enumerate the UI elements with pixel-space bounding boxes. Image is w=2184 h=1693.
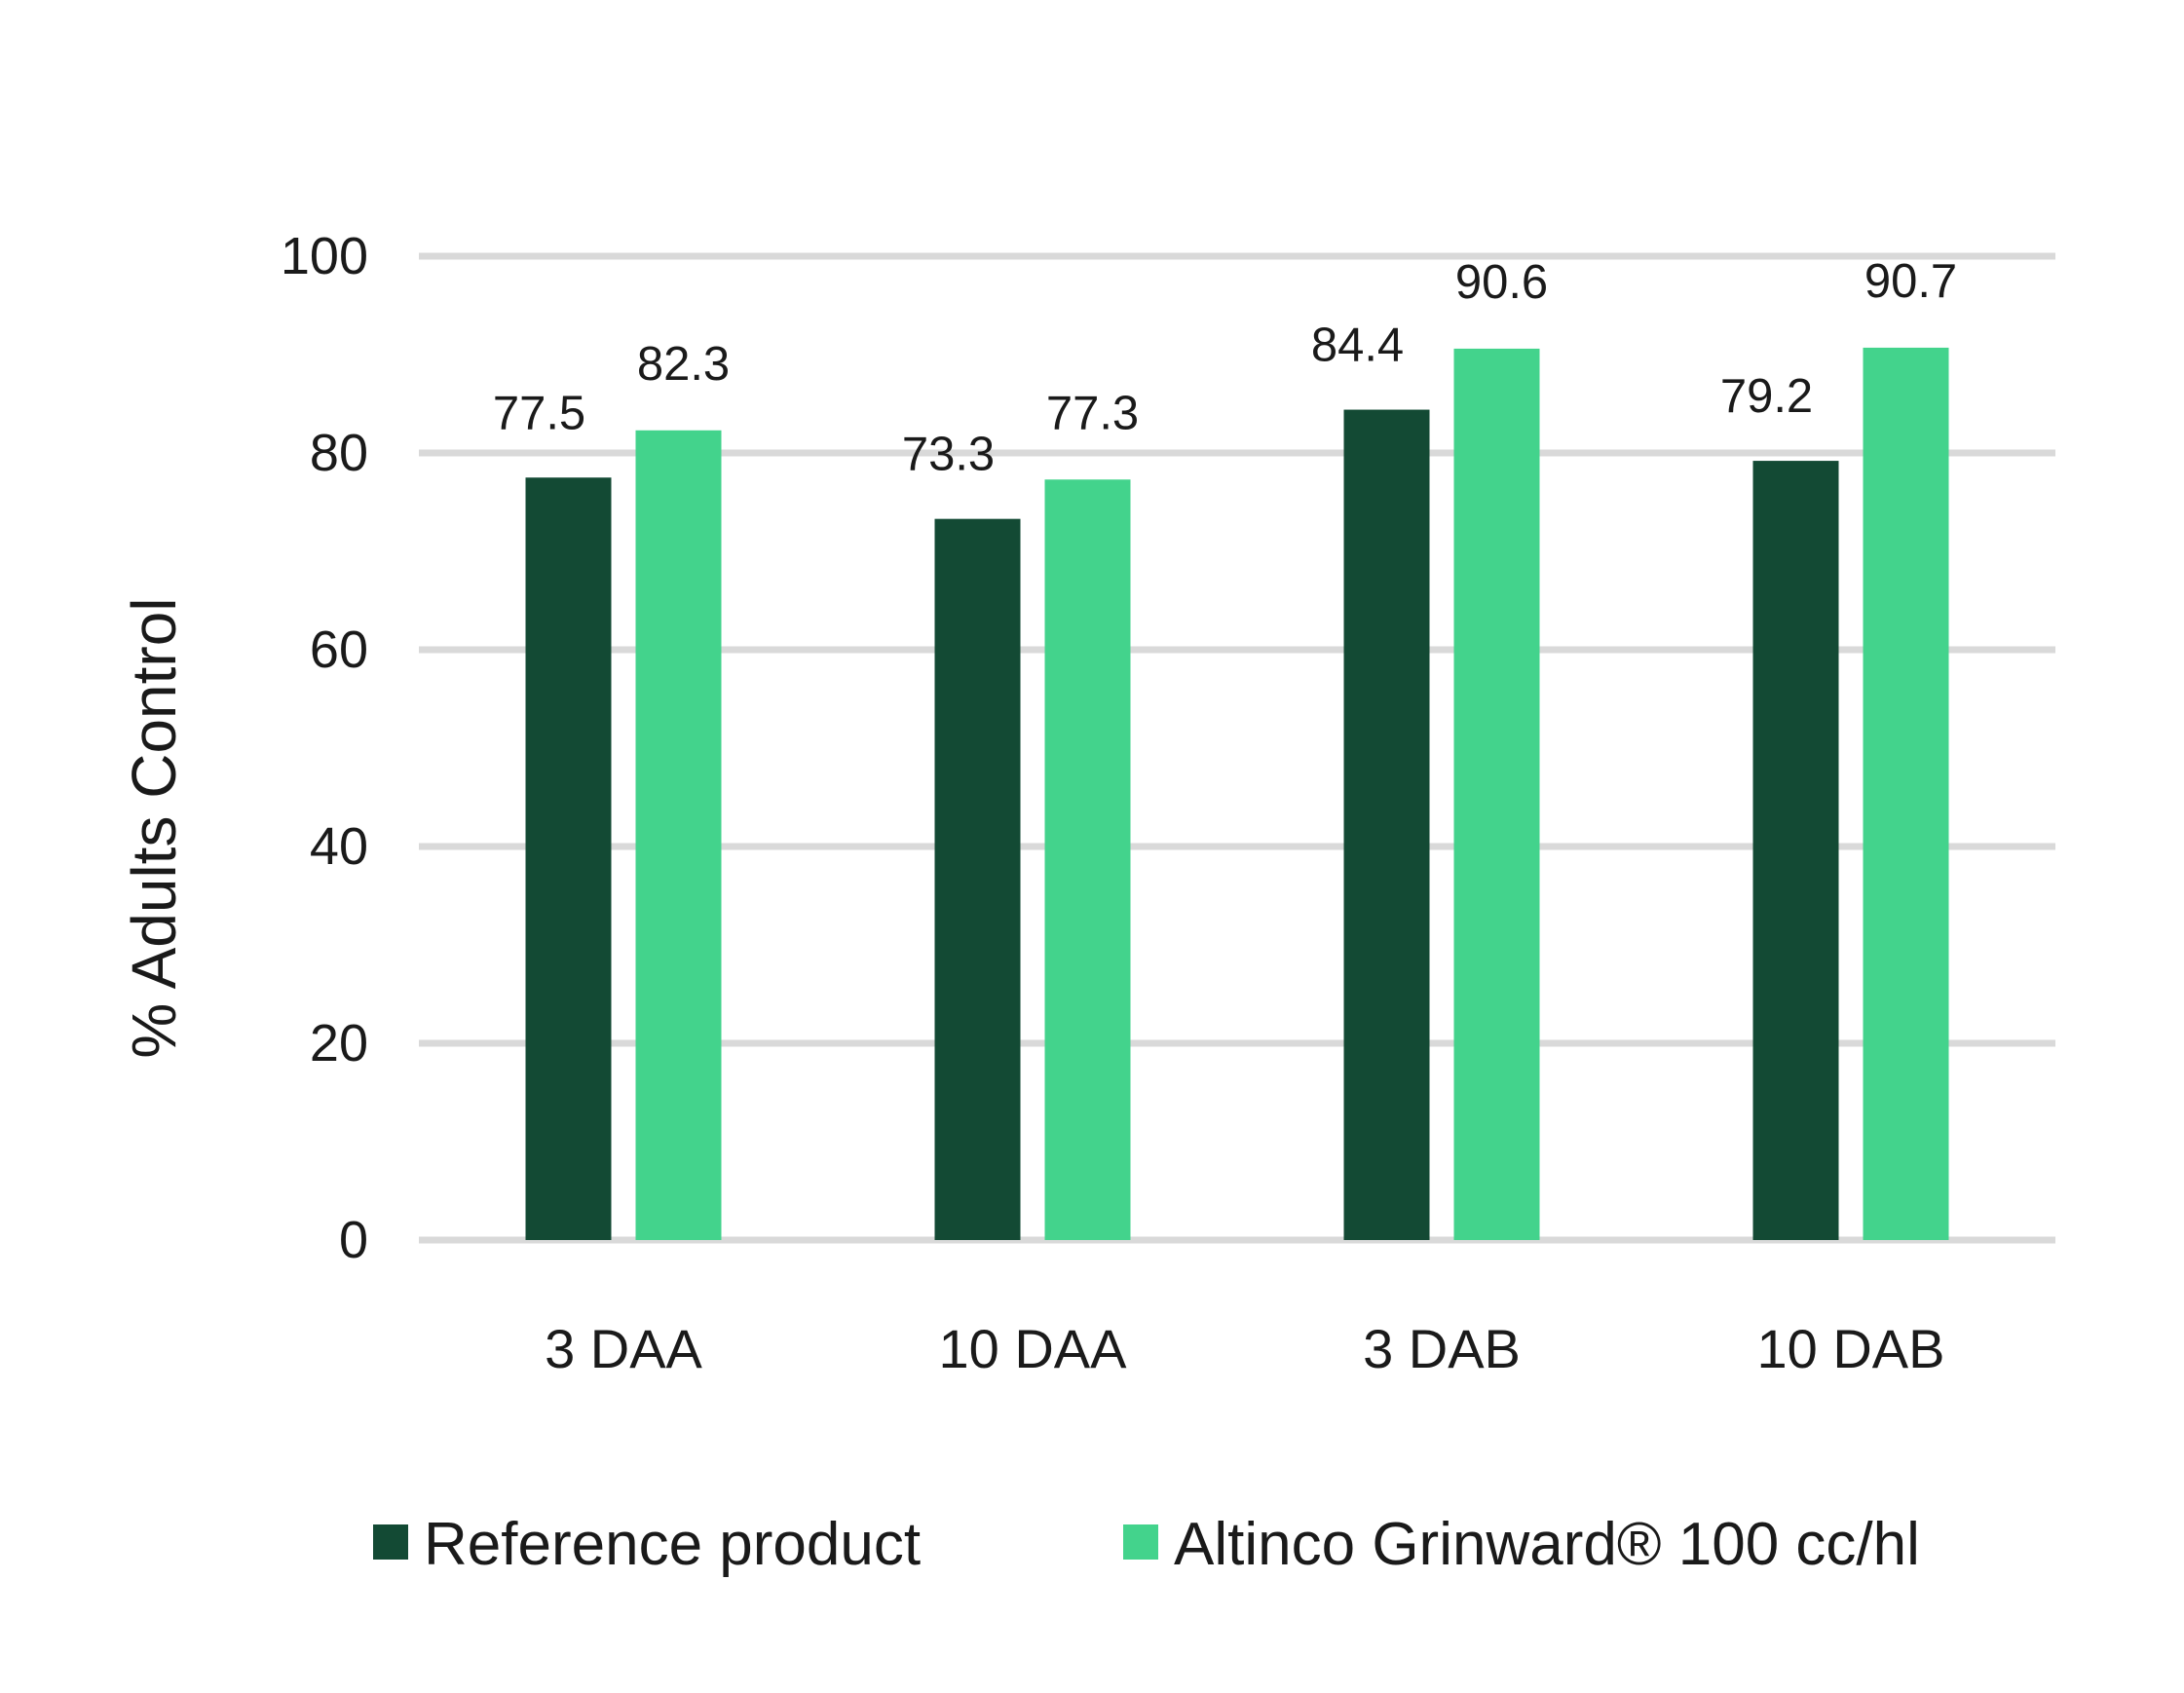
y-tick-label: 20	[310, 1014, 368, 1072]
x-category-label: 10 DAB	[1757, 1318, 1945, 1379]
data-label: 77.3	[1046, 387, 1139, 439]
y-tick-label: 40	[310, 817, 368, 876]
data-label: 82.3	[637, 338, 730, 391]
legend-label: Reference product	[424, 1511, 921, 1578]
data-label: 90.7	[1864, 255, 1957, 308]
bar	[525, 477, 612, 1240]
bar	[1453, 348, 1540, 1240]
x-category-label: 3 DAA	[545, 1318, 702, 1379]
legend: Reference product Altinco Grinward® 100 c…	[373, 1511, 1920, 1578]
y-axis-ticks: 0 20 40 60 80 100	[281, 227, 368, 1269]
x-axis-categories: 3 DAA 10 DAA 3 DAB 10 DAB	[545, 1318, 1944, 1379]
data-labels: 77.5 82.3 73.3 77.3 84.4 90.6 79.2 90.7	[493, 255, 1957, 481]
data-label: 84.4	[1311, 320, 1404, 372]
legend-swatch	[1123, 1524, 1158, 1560]
bar	[934, 518, 1021, 1240]
data-label: 79.2	[1720, 370, 1813, 423]
legend-label: Altinco Grinward® 100 cc/hl	[1174, 1511, 1920, 1578]
y-tick-label: 100	[281, 227, 368, 285]
bar	[1752, 461, 1839, 1241]
bars	[525, 347, 1949, 1241]
y-axis-title: % Adults Control	[119, 597, 189, 1058]
legend-swatch	[373, 1524, 408, 1560]
bar	[635, 430, 722, 1240]
data-label: 90.6	[1455, 256, 1548, 309]
y-tick-label: 0	[339, 1211, 368, 1269]
bar	[1044, 479, 1131, 1240]
y-tick-label: 60	[310, 621, 368, 679]
bar	[1863, 347, 1949, 1240]
data-label: 77.5	[493, 387, 585, 439]
y-tick-label: 80	[310, 424, 368, 482]
bar	[1343, 409, 1430, 1240]
x-category-label: 10 DAA	[939, 1318, 1128, 1379]
x-category-label: 3 DAB	[1363, 1318, 1521, 1379]
data-label: 73.3	[902, 429, 995, 481]
